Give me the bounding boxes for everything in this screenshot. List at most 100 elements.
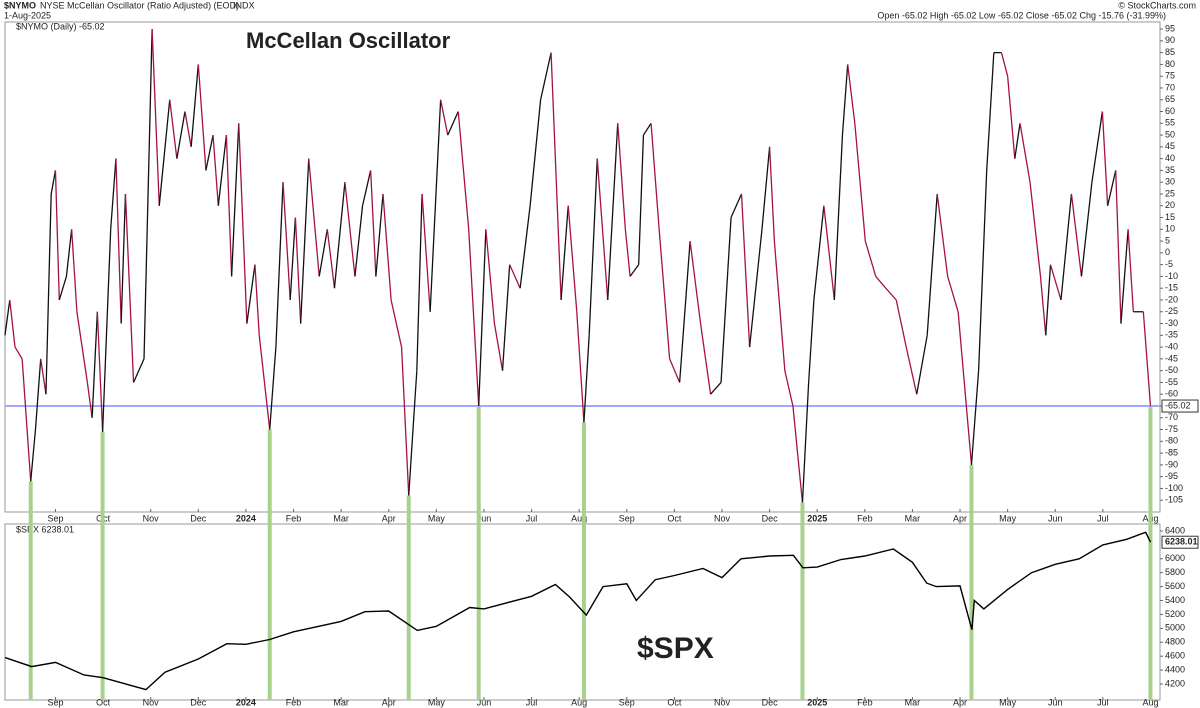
line-segment bbox=[81, 347, 89, 383]
y-tick-label: 15 bbox=[1165, 212, 1175, 222]
legend: $SPX 6238.01 bbox=[16, 524, 74, 534]
line-segment bbox=[390, 299, 403, 348]
line-segment bbox=[986, 52, 995, 171]
line-segment bbox=[14, 346, 23, 360]
x-tick-label: Feb bbox=[286, 513, 302, 523]
x-tick-label: Aug bbox=[571, 513, 587, 523]
line-segment bbox=[740, 193, 751, 348]
line-segment bbox=[501, 264, 511, 371]
y-tick-label: -100 bbox=[1165, 483, 1183, 493]
line-segment bbox=[926, 193, 938, 336]
y-tick-label: -95 bbox=[1165, 471, 1178, 481]
line-segment bbox=[408, 370, 418, 496]
value-box bbox=[1161, 535, 1199, 549]
y-tick-label: 4400 bbox=[1165, 664, 1185, 674]
line-segment bbox=[957, 311, 973, 465]
line-segment bbox=[58, 276, 68, 301]
x-tick-label: 2024 bbox=[236, 697, 256, 707]
y-tick-label: 5200 bbox=[1165, 609, 1185, 619]
line-segment bbox=[773, 241, 786, 371]
line-segment bbox=[669, 358, 681, 383]
line-segment bbox=[282, 182, 291, 301]
line-segment bbox=[416, 193, 423, 371]
price-line bbox=[4, 531, 1152, 691]
line-segment bbox=[289, 217, 297, 301]
y-tick-label: -25 bbox=[1165, 306, 1178, 316]
value-box bbox=[1161, 399, 1199, 413]
y-tick-label: 55 bbox=[1165, 118, 1175, 128]
y-tick-label: -40 bbox=[1165, 341, 1178, 351]
line-segment bbox=[91, 311, 99, 418]
line-segment bbox=[300, 158, 310, 324]
x-tick-label: Jun bbox=[1048, 513, 1063, 523]
x-tick-label: May bbox=[999, 513, 1017, 523]
x-tick-label: Mar bbox=[905, 513, 921, 523]
y-tick-label: -30 bbox=[1165, 318, 1178, 328]
x-tick-label: Aug bbox=[1142, 697, 1158, 707]
line-segment bbox=[184, 111, 192, 147]
line-segment bbox=[539, 52, 552, 100]
line-segment bbox=[813, 205, 825, 301]
line-segment bbox=[720, 217, 732, 383]
y-tick-label: 90 bbox=[1165, 35, 1175, 45]
y-tick-label: -50 bbox=[1165, 365, 1178, 375]
x-tick-label: Jun bbox=[477, 513, 492, 523]
line-segment bbox=[607, 123, 619, 301]
value-label: 6238.01 bbox=[1165, 537, 1198, 547]
line-segment bbox=[854, 123, 866, 242]
x-tick-label: Nov bbox=[143, 513, 160, 523]
line-segment bbox=[801, 382, 810, 503]
credit: © StockCharts.com bbox=[1118, 0, 1196, 10]
line-segment bbox=[947, 276, 959, 312]
y-tick-label: 5000 bbox=[1165, 623, 1185, 633]
line-segment bbox=[596, 158, 609, 301]
line-segment bbox=[294, 217, 302, 324]
line-segment bbox=[916, 335, 928, 395]
line-segment bbox=[485, 229, 496, 324]
symbol: $NYMO bbox=[4, 0, 36, 10]
y-tick-label: 50 bbox=[1165, 129, 1175, 139]
line-segment bbox=[885, 287, 897, 301]
y-tick-label: 40 bbox=[1165, 153, 1175, 163]
x-tick-label: Mar bbox=[905, 697, 921, 707]
y-tick-label: 0 bbox=[1165, 247, 1170, 257]
line-segment bbox=[1106, 170, 1117, 206]
x-tick-label: Nov bbox=[143, 697, 160, 707]
x-tick-label: Apr bbox=[953, 697, 967, 707]
line-segment bbox=[730, 193, 743, 218]
line-segment bbox=[1091, 111, 1104, 183]
x-tick-label: Jul bbox=[526, 513, 538, 523]
line-segment bbox=[230, 123, 240, 277]
y-tick-label: 30 bbox=[1165, 177, 1175, 187]
line-segment bbox=[115, 158, 122, 324]
x-tick-label: Feb bbox=[857, 697, 873, 707]
y-tick-label: 85 bbox=[1165, 47, 1175, 57]
x-tick-label: Nov bbox=[714, 697, 731, 707]
line-segment bbox=[588, 158, 598, 336]
line-segment bbox=[197, 64, 207, 171]
line-segment bbox=[1039, 276, 1047, 336]
line-segment bbox=[354, 205, 364, 277]
line-segment bbox=[258, 335, 271, 430]
line-segment bbox=[638, 135, 645, 265]
y-tick-label: 5400 bbox=[1165, 595, 1185, 605]
line-segment bbox=[519, 205, 531, 289]
line-segment bbox=[269, 347, 277, 430]
y-tick-label: 60 bbox=[1165, 106, 1175, 116]
line-segment bbox=[333, 182, 346, 289]
y-tick-label: 25 bbox=[1165, 188, 1175, 198]
line-segment bbox=[658, 229, 671, 359]
x-tick-label: Jul bbox=[526, 697, 538, 707]
chart-title: McCellan Oscillator bbox=[246, 28, 451, 53]
line-segment bbox=[439, 99, 449, 136]
y-tick-label: 45 bbox=[1165, 141, 1175, 151]
line-segment bbox=[1101, 111, 1109, 206]
x-tick-label: Nov bbox=[714, 513, 731, 523]
y-tick-label: 5 bbox=[1165, 235, 1170, 245]
y-tick-label: -55 bbox=[1165, 377, 1178, 387]
line-segment bbox=[784, 370, 794, 407]
line-segment bbox=[34, 358, 42, 430]
line-segment bbox=[1029, 182, 1042, 277]
line-segment bbox=[400, 347, 410, 496]
y-tick-label: 95 bbox=[1165, 23, 1175, 33]
